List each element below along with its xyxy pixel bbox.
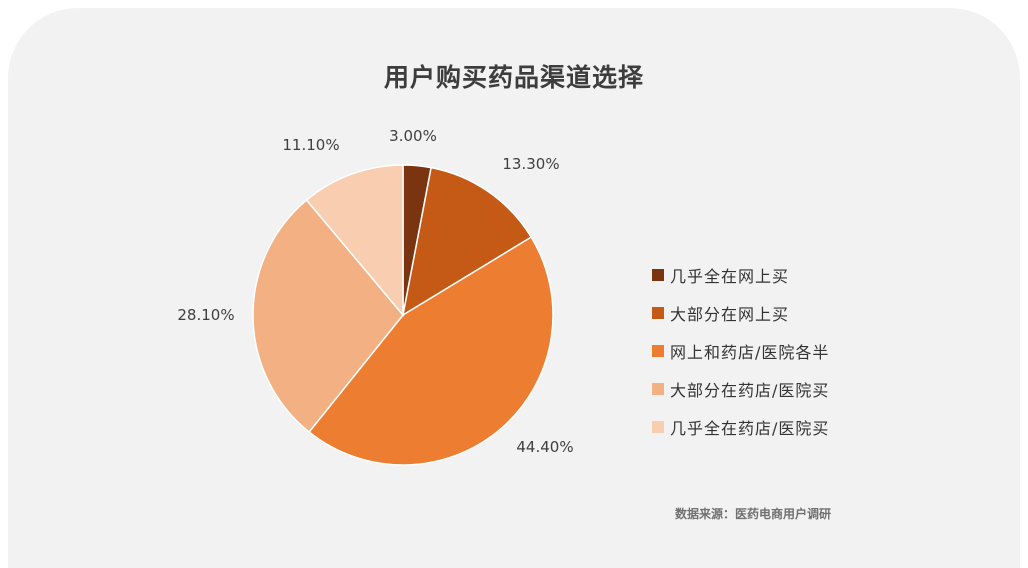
- legend-item: 几乎全在药店/医院买: [652, 408, 829, 446]
- legend: 几乎全在网上买 大部分在网上买 网上和药店/医院各半 大部分在药店/医院买 几乎…: [652, 256, 829, 446]
- legend-label: 大部分在药店/医院买: [670, 381, 830, 400]
- legend-item: 几乎全在网上买: [652, 256, 829, 294]
- pie-slice: [401, 166, 533, 317]
- legend-label: 几乎全在网上买: [670, 267, 790, 286]
- legend-label: 几乎全在药店/医院买: [670, 419, 830, 438]
- legend-item: 网上和药店/医院各半: [652, 332, 829, 370]
- legend-label: 大部分在网上买: [670, 305, 790, 324]
- data-source-note: 数据来源：医药电商用户调研: [675, 507, 832, 521]
- legend-swatch: [652, 307, 664, 319]
- slice-data-label: 13.30%: [502, 155, 559, 173]
- slice-data-label: 11.10%: [282, 136, 339, 154]
- pie-chart: 3.00% 13.30% 44.40% 28.10% 11.10%: [177, 127, 574, 466]
- legend-swatch: [652, 269, 664, 281]
- pie-slice: [252, 199, 404, 434]
- pie-slice: [308, 236, 554, 466]
- legend-item: 大部分在药店/医院买: [652, 370, 829, 408]
- legend-label: 网上和药店/医院各半: [670, 343, 830, 362]
- slice-data-label: 44.40%: [516, 438, 573, 456]
- legend-item: 大部分在网上买: [652, 294, 829, 332]
- slice-data-label: 3.00%: [389, 127, 437, 145]
- legend-swatch: [652, 345, 664, 357]
- pie-slice: [305, 164, 404, 318]
- legend-swatch: [652, 383, 664, 395]
- legend-swatch: [652, 421, 664, 433]
- chart-title: 用户购买药品渠道选择: [383, 63, 644, 92]
- slice-data-label: 28.10%: [177, 306, 234, 324]
